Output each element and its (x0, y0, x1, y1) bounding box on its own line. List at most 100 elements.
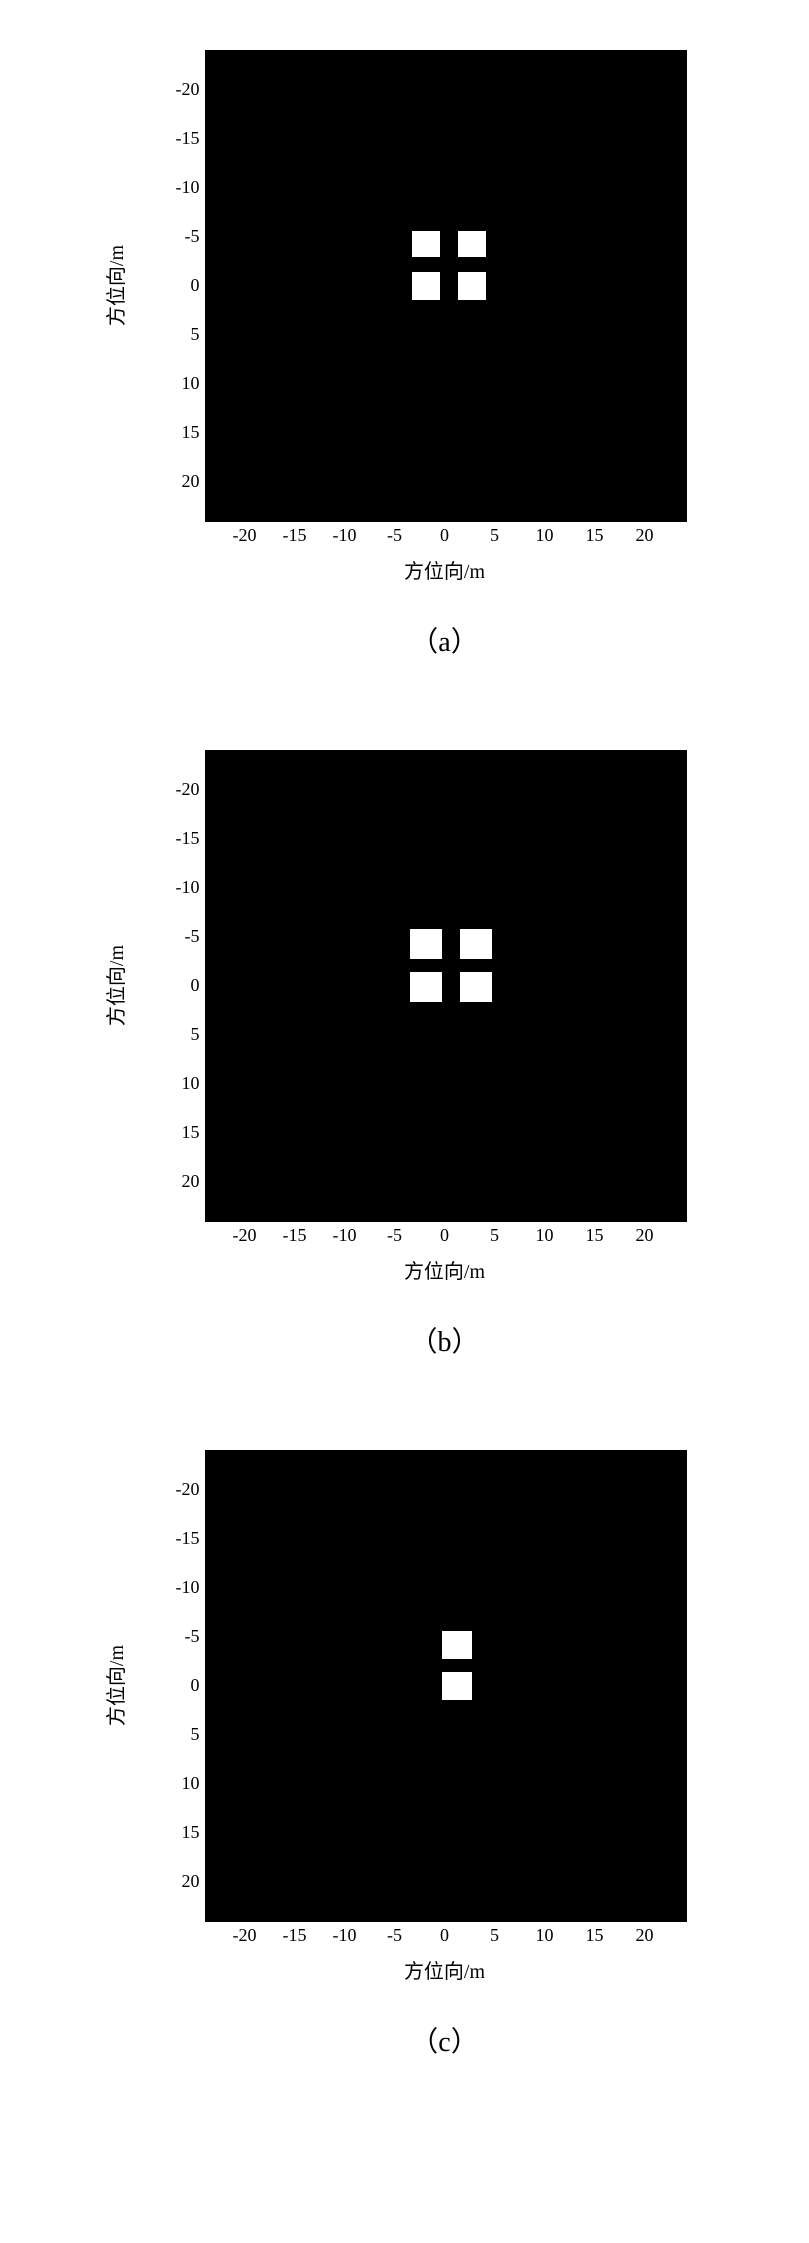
x-ticks: -20-15-10-505101520 (205, 1225, 685, 1255)
target-marker (410, 972, 442, 1001)
y-tick-label: -15 (145, 1529, 200, 1547)
x-tick-mark (596, 1921, 597, 1922)
y-tick-mark (205, 1784, 206, 1785)
y-tick-label: -5 (145, 227, 200, 245)
y-tick-label: -10 (145, 1578, 200, 1596)
x-tick-label: 5 (475, 525, 515, 546)
x-tick-mark (546, 1921, 547, 1922)
y-tick-mark (205, 1035, 206, 1036)
x-tick-mark (646, 521, 647, 522)
y-axis-label-text: 方位向/m (100, 944, 129, 1025)
x-tick-mark (496, 1921, 497, 1922)
x-tick-label: 5 (475, 1225, 515, 1246)
x-tick-mark (396, 1221, 397, 1222)
x-tick-label: -15 (275, 525, 315, 546)
y-tick-label: 10 (145, 374, 200, 392)
x-tick-mark (446, 1221, 447, 1222)
y-tick-mark (205, 433, 206, 434)
x-tick-label: 15 (575, 1925, 615, 1946)
x-axis-label: 方位向/m (205, 1955, 685, 1984)
y-tick-label: 10 (145, 1074, 200, 1092)
y-tick-label: -5 (145, 1627, 200, 1645)
x-tick-label: -15 (275, 1925, 315, 1946)
y-tick-label: -15 (145, 129, 200, 147)
x-tick-mark (596, 1221, 597, 1222)
x-tick-label: 15 (575, 525, 615, 546)
y-tick-label: 0 (145, 1676, 200, 1694)
y-tick-mark (205, 90, 206, 91)
y-tick-label: -10 (145, 878, 200, 896)
subplot-caption: （c） (205, 2020, 685, 2060)
subplot-caption: （a） (205, 620, 685, 660)
target-marker (460, 929, 492, 958)
y-tick-label: -20 (145, 1480, 200, 1498)
x-tick-mark (246, 1221, 247, 1222)
y-tick-mark (205, 237, 206, 238)
y-tick-mark (205, 482, 206, 483)
y-tick-mark (205, 1833, 206, 1834)
y-tick-label: -10 (145, 178, 200, 196)
plot-area (205, 1450, 687, 1922)
x-tick-label: 10 (525, 525, 565, 546)
y-ticks: -20-15-10-505101520 (145, 50, 200, 520)
x-tick-mark (546, 521, 547, 522)
x-tick-label: 20 (625, 1925, 665, 1946)
x-tick-mark (346, 1921, 347, 1922)
x-tick-label: -20 (225, 1925, 265, 1946)
x-tick-mark (246, 1921, 247, 1922)
x-tick-mark (396, 521, 397, 522)
x-tick-label: 20 (625, 1225, 665, 1246)
x-tick-label: 10 (525, 1925, 565, 1946)
y-axis-label-text: 方位向/m (100, 244, 129, 325)
target-marker (460, 972, 492, 1001)
target-marker (412, 231, 440, 256)
y-tick-mark (205, 839, 206, 840)
x-tick-mark (296, 1921, 297, 1922)
y-tick-mark (205, 335, 206, 336)
target-marker (442, 1631, 472, 1658)
x-tick-mark (646, 1221, 647, 1222)
x-tick-label: -5 (375, 1925, 415, 1946)
figure-container: 方位向/m-20-15-10-505101520-20-15-10-505101… (0, 0, 809, 2100)
y-tick-mark (205, 937, 206, 938)
y-tick-label: 20 (145, 1172, 200, 1190)
x-tick-mark (496, 1221, 497, 1222)
target-marker (458, 231, 486, 256)
x-tick-mark (496, 521, 497, 522)
x-tick-label: 0 (425, 1225, 465, 1246)
y-tick-label: 20 (145, 1872, 200, 1890)
y-tick-mark (205, 139, 206, 140)
target-marker (442, 1672, 472, 1699)
y-ticks: -20-15-10-505101520 (145, 750, 200, 1220)
y-tick-mark (205, 188, 206, 189)
subplot-caption: （b） (205, 1320, 685, 1360)
y-tick-mark (205, 790, 206, 791)
x-tick-label: -5 (375, 1225, 415, 1246)
y-tick-mark (205, 1084, 206, 1085)
x-ticks: -20-15-10-505101520 (205, 1925, 685, 1955)
x-tick-label: 0 (425, 525, 465, 546)
x-tick-mark (546, 1221, 547, 1222)
x-axis-label: 方位向/m (205, 1255, 685, 1284)
y-axis-label: 方位向/m (105, 1450, 125, 1920)
y-tick-label: 10 (145, 1774, 200, 1792)
y-tick-label: 15 (145, 423, 200, 441)
x-tick-label: -15 (275, 1225, 315, 1246)
y-tick-label: 5 (145, 1025, 200, 1043)
x-tick-mark (446, 1921, 447, 1922)
y-tick-mark (205, 1882, 206, 1883)
x-axis-label: 方位向/m (205, 555, 685, 584)
y-axis-label: 方位向/m (105, 50, 125, 520)
plot-area (205, 750, 687, 1222)
x-tick-mark (296, 1221, 297, 1222)
subplot-b: 方位向/m-20-15-10-505101520-20-15-10-505101… (85, 740, 725, 1400)
x-tick-label: 15 (575, 1225, 615, 1246)
x-tick-label: 10 (525, 1225, 565, 1246)
y-tick-label: -5 (145, 927, 200, 945)
plot-area (205, 50, 687, 522)
x-tick-label: -10 (325, 525, 365, 546)
x-tick-label: 0 (425, 1925, 465, 1946)
y-tick-mark (205, 1182, 206, 1183)
y-tick-label: 20 (145, 472, 200, 490)
y-tick-mark (205, 286, 206, 287)
